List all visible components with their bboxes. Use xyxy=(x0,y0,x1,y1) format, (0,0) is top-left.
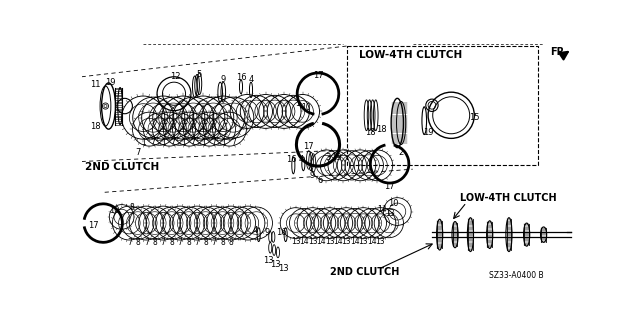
Text: 8: 8 xyxy=(228,238,234,247)
Text: 12: 12 xyxy=(170,72,180,81)
Text: 17: 17 xyxy=(88,221,99,230)
Text: 19: 19 xyxy=(332,153,342,162)
Text: 7: 7 xyxy=(211,138,216,147)
Text: 7: 7 xyxy=(135,148,141,157)
Text: 7: 7 xyxy=(191,138,196,147)
Text: 10: 10 xyxy=(301,103,311,112)
Text: 3: 3 xyxy=(325,153,331,162)
Text: 13: 13 xyxy=(270,260,281,269)
Text: 1: 1 xyxy=(295,99,300,108)
Text: 18: 18 xyxy=(376,125,387,134)
Text: 1: 1 xyxy=(141,138,145,147)
Text: 15: 15 xyxy=(469,113,479,122)
Text: 13: 13 xyxy=(358,237,368,246)
Text: 18: 18 xyxy=(365,128,376,137)
Text: 4: 4 xyxy=(248,75,253,84)
Text: 7: 7 xyxy=(171,138,175,147)
Text: 14: 14 xyxy=(367,237,377,246)
Text: 2ND CLUTCH: 2ND CLUTCH xyxy=(330,267,399,277)
Text: 7: 7 xyxy=(178,238,182,247)
Text: 6: 6 xyxy=(317,176,323,185)
Text: 17: 17 xyxy=(303,142,314,151)
Text: 8: 8 xyxy=(152,238,157,247)
Text: 13: 13 xyxy=(385,209,394,218)
Text: FR.: FR. xyxy=(550,47,568,57)
Text: 13: 13 xyxy=(342,237,351,246)
Text: 14: 14 xyxy=(316,237,326,246)
Text: 14: 14 xyxy=(333,237,343,246)
Text: 14: 14 xyxy=(350,237,360,246)
Text: 7: 7 xyxy=(144,238,148,247)
Text: 17: 17 xyxy=(314,71,324,80)
Text: 18: 18 xyxy=(90,122,100,131)
Text: 16: 16 xyxy=(236,73,246,82)
Text: 11: 11 xyxy=(90,80,100,89)
Text: 19: 19 xyxy=(423,128,433,137)
Text: 7: 7 xyxy=(127,238,132,247)
Text: 9: 9 xyxy=(221,75,226,84)
Text: 8: 8 xyxy=(129,203,134,212)
Text: 8: 8 xyxy=(170,238,174,247)
Bar xyxy=(348,46,538,165)
Text: 9: 9 xyxy=(310,171,316,180)
Text: 7: 7 xyxy=(195,238,200,247)
Text: 10: 10 xyxy=(109,206,119,215)
Text: 17: 17 xyxy=(384,182,395,191)
Text: 16: 16 xyxy=(276,228,287,237)
Text: 9: 9 xyxy=(264,228,270,237)
Text: 13: 13 xyxy=(376,237,385,246)
Text: 1: 1 xyxy=(221,138,226,147)
Text: 7: 7 xyxy=(161,238,166,247)
Text: 7: 7 xyxy=(151,138,156,147)
Text: 19: 19 xyxy=(105,78,115,87)
Text: 1: 1 xyxy=(201,138,205,147)
Text: 8: 8 xyxy=(220,238,225,247)
Text: 7: 7 xyxy=(231,138,236,147)
Text: 8: 8 xyxy=(203,238,208,247)
Text: 13: 13 xyxy=(262,256,273,265)
Text: SZ33-A0400 B: SZ33-A0400 B xyxy=(490,271,544,280)
Text: 10: 10 xyxy=(388,199,399,208)
Text: 13: 13 xyxy=(291,237,300,246)
Text: 4: 4 xyxy=(298,155,303,164)
Text: 1: 1 xyxy=(161,138,166,147)
Text: 13: 13 xyxy=(308,237,317,246)
Text: 7: 7 xyxy=(212,238,216,247)
Text: 16: 16 xyxy=(285,155,296,164)
Text: 13: 13 xyxy=(278,264,289,273)
Text: 2ND CLUTCH: 2ND CLUTCH xyxy=(86,162,160,172)
Text: 5: 5 xyxy=(196,70,201,79)
Text: 14: 14 xyxy=(377,205,387,214)
Text: 13: 13 xyxy=(324,237,334,246)
Text: 14: 14 xyxy=(300,237,309,246)
Text: 2: 2 xyxy=(399,148,404,157)
Text: 8: 8 xyxy=(186,238,191,247)
Text: 1: 1 xyxy=(181,138,186,147)
Text: LOW-4TH CLUTCH: LOW-4TH CLUTCH xyxy=(359,50,462,60)
Text: LOW-4TH CLUTCH: LOW-4TH CLUTCH xyxy=(460,193,557,204)
Text: 8: 8 xyxy=(136,238,140,247)
Text: 4: 4 xyxy=(252,226,257,235)
